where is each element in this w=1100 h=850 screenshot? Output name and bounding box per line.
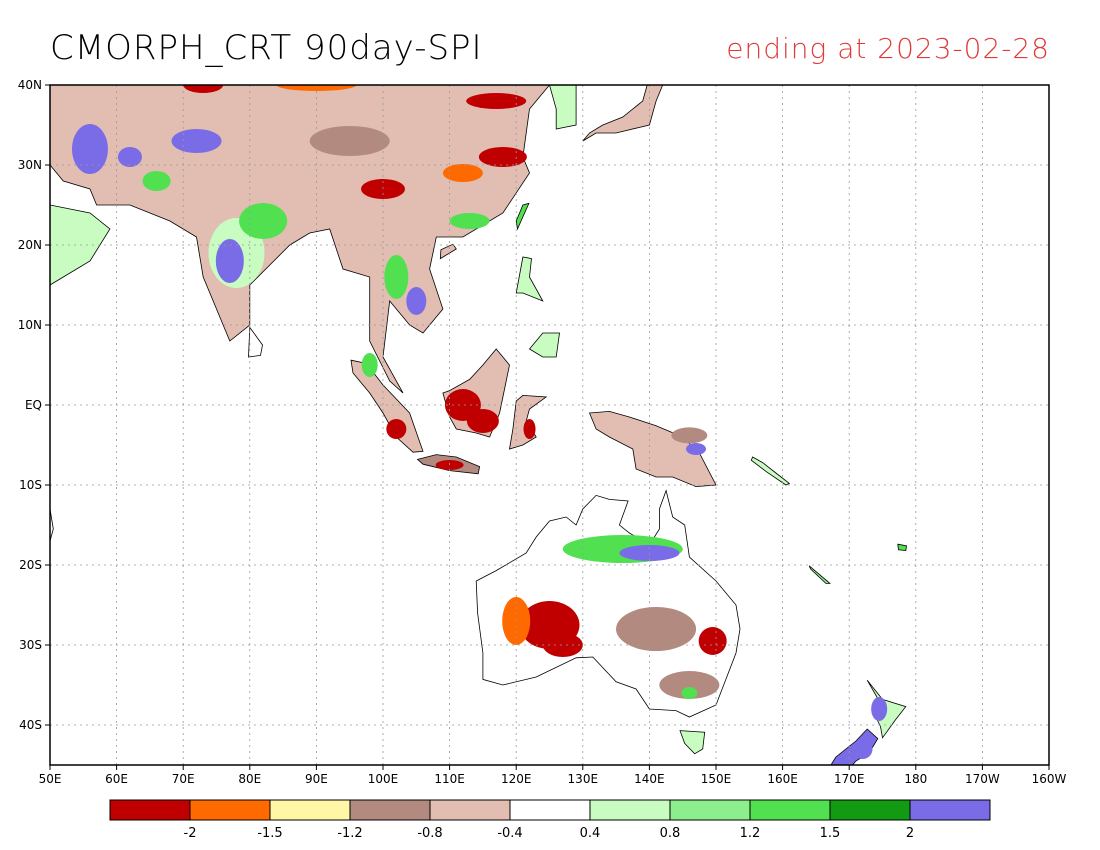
lon-tick-label: 110E <box>434 772 465 786</box>
spi-dry-core <box>542 633 583 657</box>
colorbar-label: 1.5 <box>820 826 841 841</box>
land-layer <box>50 85 907 765</box>
lat-tick-label: 10N <box>18 318 42 332</box>
lat-tick-label: 30N <box>18 158 42 172</box>
spi-dry-patch <box>671 427 708 444</box>
colorbar-swatch <box>669 799 751 821</box>
new-guinea-island <box>588 410 717 488</box>
gridlines <box>50 85 1049 765</box>
lat-tick-label: 30S <box>19 638 42 652</box>
lon-tick-label: 170W <box>965 772 1000 786</box>
lon-tick-label: 160E <box>767 772 798 786</box>
plot-frame <box>49 84 1050 766</box>
colorbar-swatch <box>509 799 591 821</box>
lon-tick-label: 80E <box>238 772 261 786</box>
colorbar-label: 0.8 <box>660 826 681 841</box>
spi-wet-patch <box>361 353 378 377</box>
mindanao-island <box>528 332 560 358</box>
colorbar-label: 0.4 <box>580 826 601 841</box>
colorbar-swatch <box>429 799 511 821</box>
lon-tick-label: 70E <box>172 772 195 786</box>
colorbar-label: -1.5 <box>257 826 282 841</box>
spi-dry-patch <box>466 409 499 433</box>
spi-brown-patch <box>616 607 697 651</box>
colorbar-swatch <box>349 799 431 821</box>
lon-tick-label: 120E <box>501 772 532 786</box>
solomon-islands <box>750 456 791 486</box>
lon-tick-label: 90E <box>305 772 328 786</box>
spi-wet-patch <box>681 687 698 699</box>
japan-honshu <box>582 85 664 142</box>
sri-lanka-island <box>248 326 263 358</box>
colorbar-label: 1.2 <box>740 826 761 841</box>
lon-tick-label: 50E <box>39 772 62 786</box>
colorbar-swatch <box>909 799 991 821</box>
arabia-landmass <box>50 204 111 286</box>
luzon-island <box>515 256 544 302</box>
lon-tick-label: 140E <box>634 772 665 786</box>
colorbar-label: -0.8 <box>417 826 442 841</box>
colorbar-swatch <box>749 799 831 821</box>
lon-tick-label: 100E <box>368 772 399 786</box>
axis-ticks: 50E 60E 70E 80E 90E 100E 110E 120E 130E 140E 150E 1… <box>18 78 1067 786</box>
spi-dry-patch <box>523 419 536 439</box>
colorbar-label: -2 <box>184 826 197 841</box>
spi-dry-patch <box>386 419 407 439</box>
spi-brown-patch <box>309 126 390 156</box>
korea-landmass <box>549 85 577 130</box>
colorbar-swatch <box>189 799 271 821</box>
taiwan-island <box>515 202 530 231</box>
lat-tick-label: 20N <box>18 238 42 252</box>
tasmania-island <box>679 730 706 755</box>
lat-tick-label: 40S <box>19 718 42 732</box>
spi-brown-patch <box>659 671 720 699</box>
spi-wet-patch <box>686 443 707 455</box>
spi-dry-patch <box>478 147 527 167</box>
lon-tick-label: 180 <box>904 772 927 786</box>
lon-tick-label: 130E <box>568 772 599 786</box>
spi-wet-patch <box>449 213 490 229</box>
spi-dry-patch <box>698 627 727 655</box>
map-title: CMORPH_CRT 90day-SPI <box>50 28 483 68</box>
sulawesi-island <box>508 394 548 450</box>
spi-dry-patch <box>183 85 224 93</box>
spi-dry-patch <box>466 93 527 109</box>
new-caledonia-island <box>808 565 831 584</box>
map-subtitle: ending at 2023-02-28 <box>726 32 1050 65</box>
spi-dry-patch <box>276 85 357 91</box>
spi-wet-patch <box>117 147 142 167</box>
asia-landmass <box>50 85 551 394</box>
fiji-island <box>897 543 907 552</box>
lon-tick-label: 170E <box>834 772 865 786</box>
lat-tick-label: 10S <box>19 478 42 492</box>
spi-wet-patch <box>384 255 409 299</box>
spi-wet-patch <box>71 124 108 174</box>
colorbar-legend: -2 -1.5 -1.2 -0.8 -0.4 0.4 0.8 1.2 1.5 2 <box>109 799 991 841</box>
lat-tick-label: 40N <box>18 78 42 92</box>
colorbar-label: -0.4 <box>497 826 522 841</box>
lon-tick-label: 60E <box>105 772 128 786</box>
lon-tick-label: 160W <box>1032 772 1067 786</box>
lat-tick-label: 20S <box>19 558 42 572</box>
colorbar-swatch <box>109 799 191 821</box>
lon-tick-label: 150E <box>701 772 732 786</box>
lat-tick-label: EQ <box>25 398 42 412</box>
spi-wet-patch <box>239 203 288 239</box>
spi-wet-patch <box>171 129 222 153</box>
spi-vwet-patch <box>871 697 888 721</box>
madagascar-edge <box>50 508 54 542</box>
spi-wet-patch <box>215 239 244 283</box>
spi-wet-patch <box>406 287 427 315</box>
colorbar-swatch <box>589 799 671 821</box>
spi-dry-patch <box>442 164 483 182</box>
colorbar-label: 2 <box>906 826 914 841</box>
colorbar-label: -1.2 <box>337 826 362 841</box>
spi-wet-patch <box>142 171 171 191</box>
colorbar-swatch <box>269 799 351 821</box>
spi-vwet-patch <box>852 739 873 759</box>
colorbar-swatch <box>829 799 911 821</box>
hainan-island <box>439 243 457 260</box>
